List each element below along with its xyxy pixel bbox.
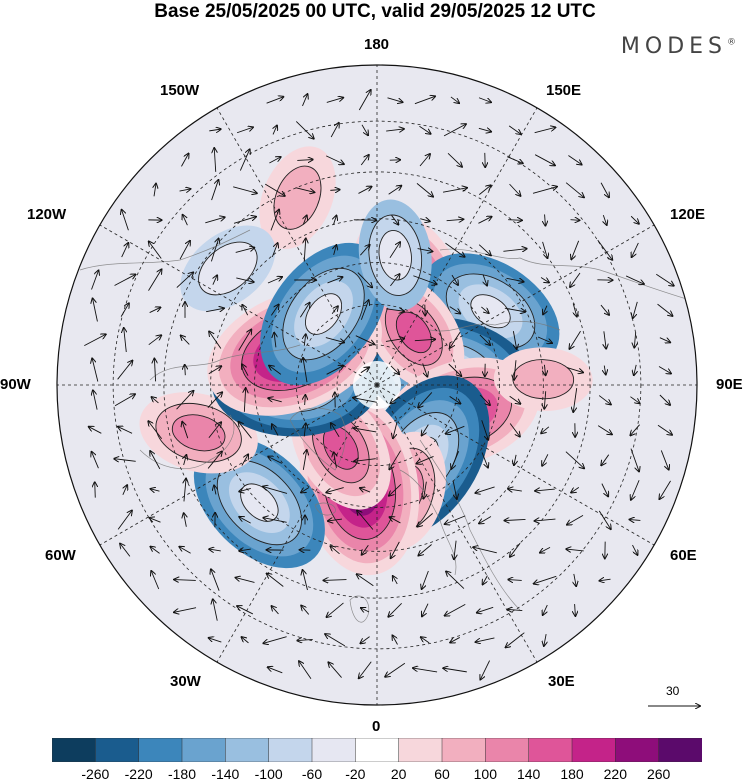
colorbar-swatch [225,738,269,762]
colorbar-label: 20 [391,766,407,782]
map-title: Base 25/05/2025 00 UTC, valid 29/05/2025… [0,0,750,24]
lon-label-90e: 90E [716,376,743,394]
brand-logo: MODES® [621,34,736,59]
colorbar-swatch [95,738,139,762]
colorbar-swatch [52,738,96,762]
colorbar-swatch [529,738,573,762]
colorbar-swatch [139,738,183,762]
lon-label-30w: 30W [170,673,201,691]
lon-label-30e: 30E [548,673,575,691]
colorbar-swatch [659,738,702,762]
colorbar-label: -60 [302,766,322,782]
wind-arrow [571,220,580,221]
wind-reference-label: 30 [666,684,679,698]
colorbar-swatch [615,738,659,762]
lon-label-150e: 150E [546,82,581,100]
colorbar-label: 60 [434,766,450,782]
lon-label-150w: 150W [160,82,199,100]
colorbar-label: 260 [647,766,670,782]
colorbar-swatch [269,738,313,762]
lon-label-0: 0 [372,718,380,736]
colorbar-label: -220 [125,766,153,782]
colorbar-label: 140 [517,766,540,782]
colorbar [52,738,702,762]
colorbar-label: 180 [560,766,583,782]
wind-arrow [95,482,96,497]
colorbar-label: -140 [211,766,239,782]
colorbar-swatch [399,738,443,762]
colorbar-swatch [182,738,226,762]
lon-label-120w: 120W [27,206,66,224]
lon-label-90w: 90W [0,376,31,394]
colorbar-swatch [485,738,529,762]
lon-label-180: 180 [364,36,389,54]
colorbar-swatch [355,738,399,762]
brand-mark: ® [727,38,736,48]
colorbar-labels: -260 -220 -180 -140 -100 -60 -20 20 60 100 140 180 2… [0,766,750,784]
lon-label-60e: 60E [670,547,697,565]
colorbar-swatch [572,738,616,762]
colorbar-swatch [312,738,356,762]
colorbar-label: -180 [168,766,196,782]
lon-label-60w: 60W [45,547,76,565]
colorbar-swatch [442,738,486,762]
colorbar-label: 100 [474,766,497,782]
brand-text: MODES [621,34,727,59]
colorbar-label: -260 [81,766,109,782]
colorbar-label: -100 [255,766,283,782]
lon-label-120e: 120E [670,206,705,224]
colorbar-label: 220 [604,766,627,782]
colorbar-label: -20 [345,766,365,782]
